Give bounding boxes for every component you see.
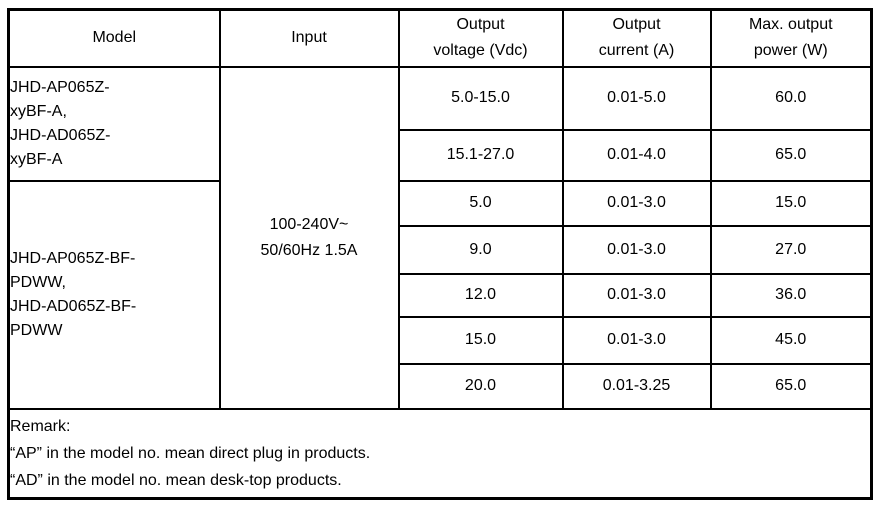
remark-cell: Remark: “AP” in the model no. mean direc… — [7, 407, 873, 500]
model-group-1-cell: JHD-AP065Z- xyBF-A, JHD-AD065Z- xyBF-A — [7, 65, 221, 182]
cell-output-current: 0.01-5.0 — [561, 65, 712, 131]
cell-max-output-power: 60.0 — [709, 65, 873, 131]
header-output-current: Output current (A) — [561, 8, 712, 68]
cell-output-voltage: 12.0 — [397, 272, 564, 318]
cell-output-voltage: 15.0 — [397, 315, 564, 365]
cell-output-voltage: 20.0 — [397, 362, 564, 410]
header-model: Model — [7, 8, 221, 68]
remark-row: Remark: “AP” in the model no. mean direc… — [7, 407, 873, 500]
table-row: JHD-AP065Z- xyBF-A, JHD-AD065Z- xyBF-A 1… — [7, 65, 873, 410]
header-output-voltage: Output voltage (Vdc) — [397, 8, 564, 68]
table-row: 15.0 0.01-3.0 45.0 — [9, 315, 873, 365]
cell-max-output-power: 45.0 — [709, 315, 873, 365]
header-max-output-power: Max. output power (W) — [709, 8, 873, 68]
model-group-2-cell: JHD-AP065Z-BF- PDWW, JHD-AD065Z-BF- PDWW — [7, 179, 221, 410]
power-spec-table: Model Input Output voltage (Vdc) Output … — [7, 8, 873, 500]
cell-max-output-power: 27.0 — [709, 224, 873, 275]
cell-output-voltage: 9.0 — [397, 224, 564, 275]
table-row: 9.0 0.01-3.0 27.0 — [9, 224, 873, 275]
cell-max-output-power: 65.0 — [709, 128, 873, 182]
cell-output-current: 0.01-3.25 — [561, 362, 712, 410]
header-row: Model Input Output voltage (Vdc) Output … — [7, 8, 873, 68]
cell-output-current: 0.01-4.0 — [561, 128, 712, 182]
cell-output-current: 0.01-3.0 — [561, 272, 712, 318]
cell-max-output-power: 36.0 — [709, 272, 873, 318]
cell-max-output-power: 65.0 — [709, 362, 873, 410]
cell-output-current: 0.01-3.0 — [561, 224, 712, 275]
cell-output-current: 0.01-3.0 — [561, 315, 712, 365]
cell-output-voltage: 5.0-15.0 — [397, 65, 564, 131]
table-row: 15.1-27.0 0.01-4.0 65.0 — [9, 128, 873, 182]
table-row: 12.0 0.01-3.0 36.0 — [9, 272, 873, 318]
cell-max-output-power: 15.0 — [709, 179, 873, 227]
table-row: JHD-AP065Z-BF- PDWW, JHD-AD065Z-BF- PDWW… — [7, 179, 873, 410]
input-cell: 100-240V~ 50/60Hz 1.5A — [218, 65, 400, 410]
cell-output-voltage: 15.1-27.0 — [397, 128, 564, 182]
cell-output-voltage: 5.0 — [397, 179, 564, 227]
cell-output-current: 0.01-3.0 — [561, 179, 712, 227]
header-input: Input — [218, 8, 400, 68]
table-row: 20.0 0.01-3.25 65.0 — [9, 362, 873, 410]
